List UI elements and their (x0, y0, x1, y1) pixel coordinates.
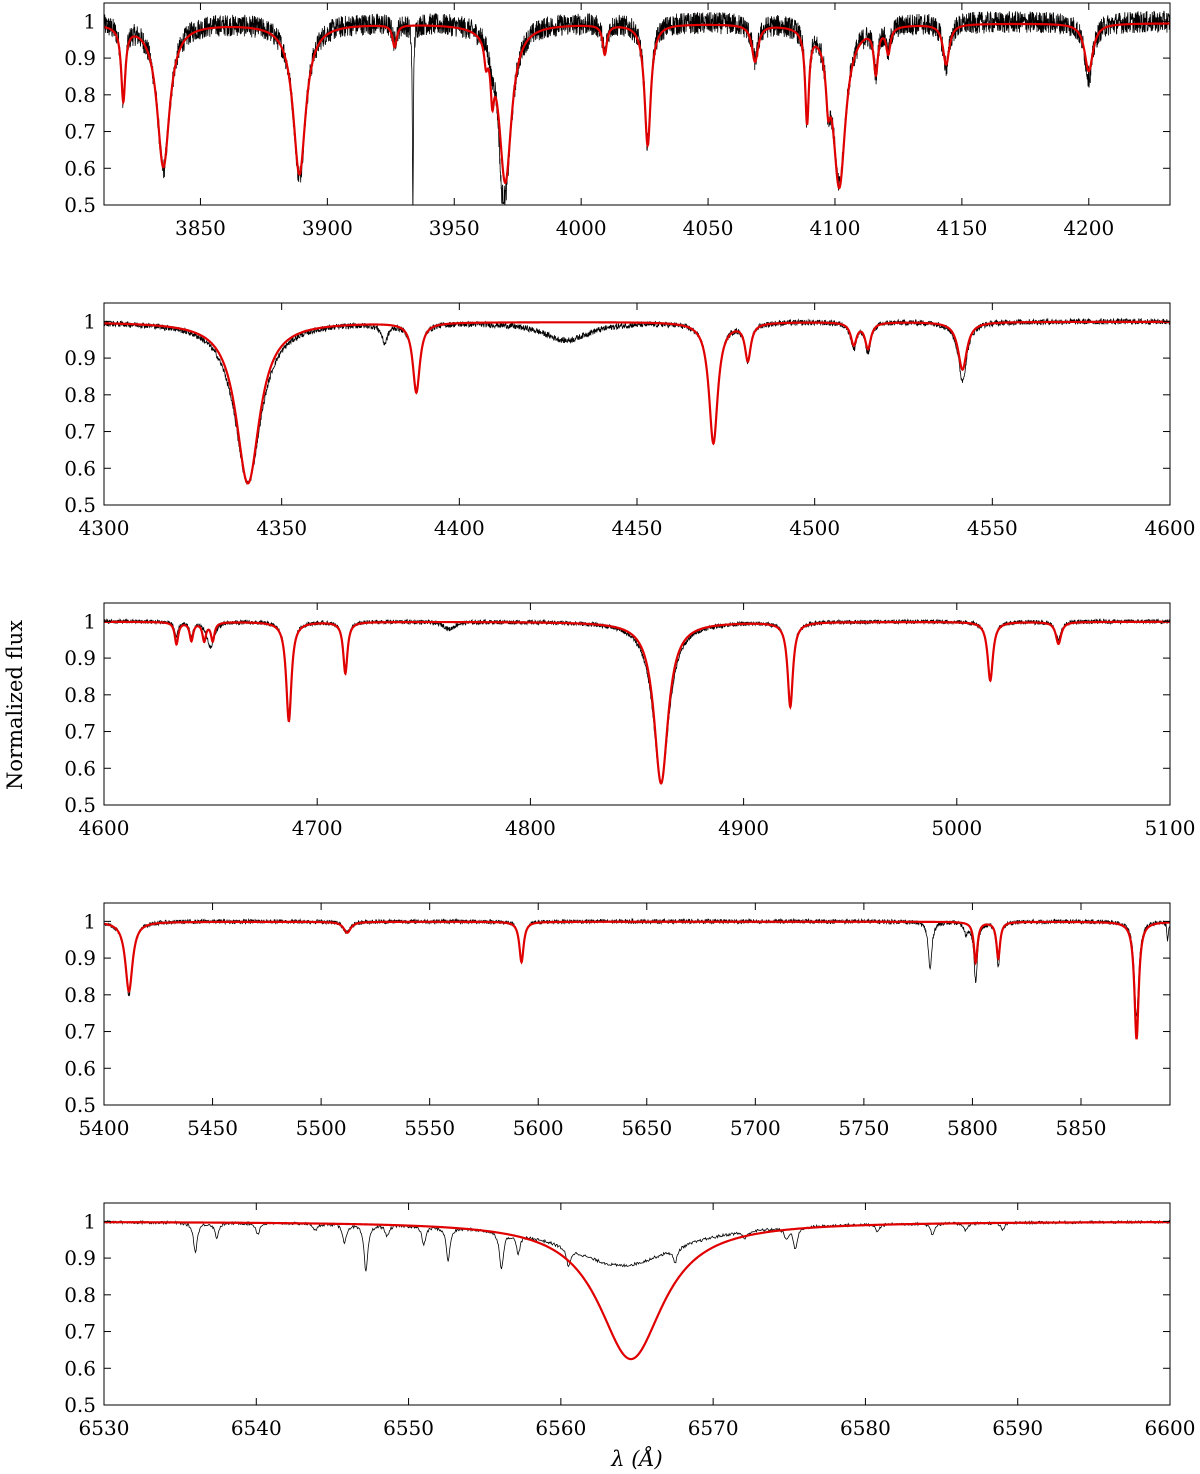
x-tick-label: 5500 (296, 1116, 347, 1140)
x-tick-label: 4600 (79, 816, 130, 840)
y-tick-label: 0.5 (64, 193, 96, 217)
x-tick-label: 4000 (556, 216, 607, 240)
x-tick-label: 4400 (434, 516, 485, 540)
x-tick-label: 6580 (840, 1416, 891, 1440)
x-tick-label: 4800 (505, 816, 556, 840)
model-spectrum-line-5 (104, 1220, 1170, 1361)
x-tick-label: 4300 (79, 516, 130, 540)
y-tick-label: 0.6 (64, 1056, 96, 1080)
observed-spectrum-line-3 (104, 618, 1170, 784)
model-spectrum-line-2 (104, 320, 1170, 485)
y-tick-label: 0.9 (64, 646, 96, 670)
x-tick-label: 4200 (1063, 216, 1114, 240)
observed-spectrum-line-4 (104, 917, 1170, 1017)
model-spectrum-line-1 (104, 22, 1170, 190)
y-tick-label: 0.7 (64, 120, 96, 144)
y-tick-label: 1 (83, 909, 96, 933)
y-tick-label: 0.7 (64, 1020, 96, 1044)
model-spectrum-line-3 (104, 620, 1170, 785)
y-tick-label: 0.6 (64, 756, 96, 780)
x-tick-label: 3950 (429, 216, 480, 240)
y-tick-label: 1 (83, 609, 96, 633)
x-tick-label: 5400 (79, 1116, 130, 1140)
x-tick-label: 4350 (256, 516, 307, 540)
x-tick-label: 4450 (612, 516, 663, 540)
y-tick-label: 0.5 (64, 1093, 96, 1117)
y-tick-label: 0.9 (64, 346, 96, 370)
y-tick-label: 0.8 (64, 983, 96, 1007)
x-tick-label: 4500 (789, 516, 840, 540)
x-tick-label: 5000 (931, 816, 982, 840)
spectrum-panel-1: 3850 3900 3950 4000 4050 4100 4150 4200 0.5 0.6 0.… (64, 2, 1171, 240)
x-tick-label: 3900 (302, 216, 353, 240)
y-tick-label: 1 (83, 9, 96, 33)
y-tick-label: 0.7 (64, 720, 96, 744)
y-tick-label: 1 (83, 1209, 96, 1233)
y-tick-label: 0.9 (64, 1246, 96, 1270)
y-tick-label: 0.6 (64, 456, 96, 480)
spectrum-panel-4: 5400 5450 5500 5550 5600 5650 5700 5750 5800 5850… (64, 902, 1171, 1140)
y-tick-label: 0.5 (64, 1393, 96, 1417)
y-tick-label: 0.8 (64, 683, 96, 707)
x-tick-label: 5800 (947, 1116, 998, 1140)
x-tick-label: 6530 (79, 1416, 130, 1440)
x-tick-label: 5550 (404, 1116, 455, 1140)
spectrum-panels: 3850 3900 3950 4000 4050 4100 4150 4200 0.5 0.6 0.… (64, 2, 1196, 1440)
x-tick-label: 4700 (292, 816, 343, 840)
observed-spectrum-line-2 (104, 317, 1170, 485)
y-tick-label: 0.6 (64, 156, 96, 180)
y-tick-label: 0.6 (64, 1356, 96, 1380)
x-tick-label: 4550 (967, 516, 1018, 540)
y-tick-label: 0.9 (64, 46, 96, 70)
spectrum-panel-3: 4600 4700 4800 4900 5000 5100 0.5 0.6 0.7 0.8 0.9 1 (64, 602, 1196, 840)
y-axis-title: Normalized flux (3, 620, 27, 790)
y-tick-label: 0.5 (64, 493, 96, 517)
x-tick-label: 5450 (187, 1116, 238, 1140)
x-tick-label: 4150 (936, 216, 987, 240)
x-tick-label: 5650 (621, 1116, 672, 1140)
y-tick-label: 0.7 (64, 420, 96, 444)
x-tick-label: 3850 (175, 216, 226, 240)
y-tick-label: 0.7 (64, 1320, 96, 1344)
model-spectrum-line-4 (104, 920, 1170, 1040)
y-tick-label: 0.8 (64, 1283, 96, 1307)
x-tick-label: 5850 (1056, 1116, 1107, 1140)
x-tick-label: 5100 (1145, 816, 1196, 840)
observed-spectrum-line-5 (104, 1219, 1170, 1272)
observed-spectrum-line-1 (104, 10, 1170, 205)
y-tick-label: 0.5 (64, 793, 96, 817)
x-tick-label: 5700 (730, 1116, 781, 1140)
panel-frame-3 (103, 602, 1171, 806)
x-tick-label: 6540 (231, 1416, 282, 1440)
x-tick-label: 6570 (688, 1416, 739, 1440)
x-tick-label: 6560 (535, 1416, 586, 1440)
x-tick-label: 4600 (1145, 516, 1196, 540)
x-tick-label: 5600 (513, 1116, 564, 1140)
x-tick-label: 4900 (718, 816, 769, 840)
spectrum-panel-5: 6530 6540 6550 6560 6570 6580 6590 6600 0.5 0.6 0.… (64, 1202, 1196, 1440)
y-tick-label: 1 (83, 309, 96, 333)
spectrum-panel-2: 4300 4350 4400 4450 4500 4550 4600 0.5 0.6 0.7 0.8… (64, 302, 1196, 540)
x-tick-label: 4050 (683, 216, 734, 240)
panel-frame-4 (103, 902, 1171, 1106)
x-tick-label: 6590 (992, 1416, 1043, 1440)
y-tick-label: 0.8 (64, 383, 96, 407)
y-tick-label: 0.9 (64, 946, 96, 970)
panel-frame-1 (103, 2, 1171, 206)
x-axis-title: λ (Å) (610, 1446, 663, 1471)
x-tick-label: 4100 (810, 216, 861, 240)
x-tick-label: 5750 (838, 1116, 889, 1140)
y-tick-label: 0.8 (64, 83, 96, 107)
x-tick-label: 6550 (383, 1416, 434, 1440)
x-tick-label: 6600 (1145, 1416, 1196, 1440)
panel-frame-2 (103, 302, 1171, 506)
panel-frame-5 (103, 1202, 1171, 1406)
